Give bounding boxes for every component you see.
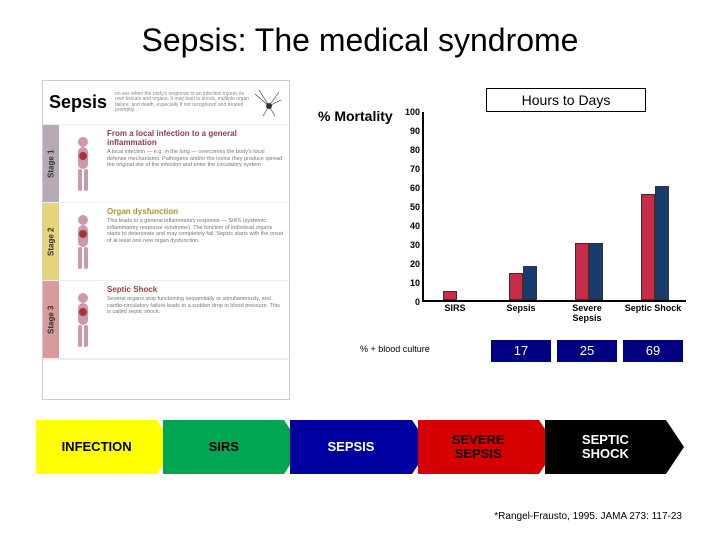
stage-desc: Several organs stop functioning sequenti…	[107, 296, 285, 316]
progression-arrow: SEPTICSHOCK	[545, 420, 684, 474]
chart-ytick: 80	[396, 145, 420, 155]
info-stage: Stage 2 Organ dysfunction This leads to a …	[43, 203, 289, 281]
sepsis-info-panel: Sepsis on ses when the body's response t…	[42, 80, 290, 400]
info-stage: Stage 1 From a local infection to a gener…	[43, 125, 289, 203]
stage-tab: Stage 2	[43, 203, 59, 280]
chart-xtick: SIRS	[423, 304, 487, 314]
chart-xtick: SevereSepsis	[555, 304, 619, 324]
progression-arrow: SEVERESEPSIS	[418, 420, 557, 474]
progression-label: SIRS	[163, 420, 284, 474]
chart-plot-area	[422, 112, 686, 302]
progression-arrow: SEPSIS	[290, 420, 429, 474]
progression-label: SEPTICSHOCK	[545, 420, 666, 474]
chart-ytick: 90	[396, 126, 420, 136]
body-icon	[63, 129, 103, 199]
info-header-sub: on ses when the body's response to an in…	[115, 92, 249, 114]
info-stage: Stage 3 Septic Shock Several organs stop f…	[43, 281, 289, 359]
chart-bar-series-b	[655, 186, 669, 300]
progression-label: INFECTION	[36, 420, 157, 474]
blood-culture-label: % + blood culture	[360, 344, 430, 354]
chart-ytick: 0	[396, 297, 420, 307]
progression-arrow: SIRS	[163, 420, 302, 474]
blood-culture-value: 25	[557, 340, 617, 362]
mortality-chart: 0102030405060708090100 SIRSSepsisSevereS…	[396, 112, 686, 322]
body-icon	[63, 285, 103, 355]
blood-culture-value: 69	[623, 340, 683, 362]
progression-arrow: INFECTION	[36, 420, 175, 474]
chart-bar-series-a	[509, 273, 523, 300]
chart-ytick: 70	[396, 164, 420, 174]
chart-xtick: Septic Shock	[621, 304, 685, 314]
progression-label: SEPSIS	[290, 420, 411, 474]
chart-xtick: Sepsis	[489, 304, 553, 314]
stage-title: Septic Shock	[107, 285, 285, 294]
chart-ytick: 60	[396, 183, 420, 193]
hours-to-days-box: Hours to Days	[486, 88, 646, 112]
stage-tab: Stage 3	[43, 281, 59, 358]
chart-ytick: 50	[396, 202, 420, 212]
info-header: Sepsis on ses when the body's response t…	[43, 81, 289, 125]
stage-tab: Stage 1	[43, 125, 59, 202]
chart-bar-series-a	[641, 194, 655, 300]
chart-ytick: 10	[396, 278, 420, 288]
page-title: Sepsis: The medical syndrome	[0, 22, 720, 59]
stage-title: From a local infection to a general infl…	[107, 129, 285, 147]
progression-label: SEVERESEPSIS	[418, 420, 539, 474]
chart-ytick: 100	[396, 107, 420, 117]
chart-ytick: 20	[396, 259, 420, 269]
chart-bar-series-b	[523, 266, 537, 300]
blood-culture-row: % + blood culture 17 25 69	[324, 340, 686, 364]
mosquito-icon	[249, 88, 283, 118]
chart-bar-series-b	[589, 243, 603, 300]
stage-desc: A local infection — e.g. in the lung — o…	[107, 149, 285, 169]
chart-ytick: 30	[396, 240, 420, 250]
stage-title: Organ dysfunction	[107, 207, 285, 216]
chart-bar-series-a	[443, 291, 457, 301]
chevron-right-icon	[666, 420, 684, 474]
info-header-title: Sepsis	[49, 92, 107, 113]
chart-ylabel: % Mortality	[318, 108, 393, 124]
progression-arrows: INFECTIONSIRSSEPSISSEVERESEPSISSEPTICSHO…	[36, 420, 684, 474]
chart-bar-series-a	[575, 243, 589, 300]
citation: *Rangel-Frausto, 1995. JAMA 273: 117-23	[494, 511, 682, 522]
body-icon	[63, 207, 103, 277]
chart-ytick: 40	[396, 221, 420, 231]
stage-desc: This leads to a general inflammatory res…	[107, 218, 285, 244]
blood-culture-value: 17	[491, 340, 551, 362]
